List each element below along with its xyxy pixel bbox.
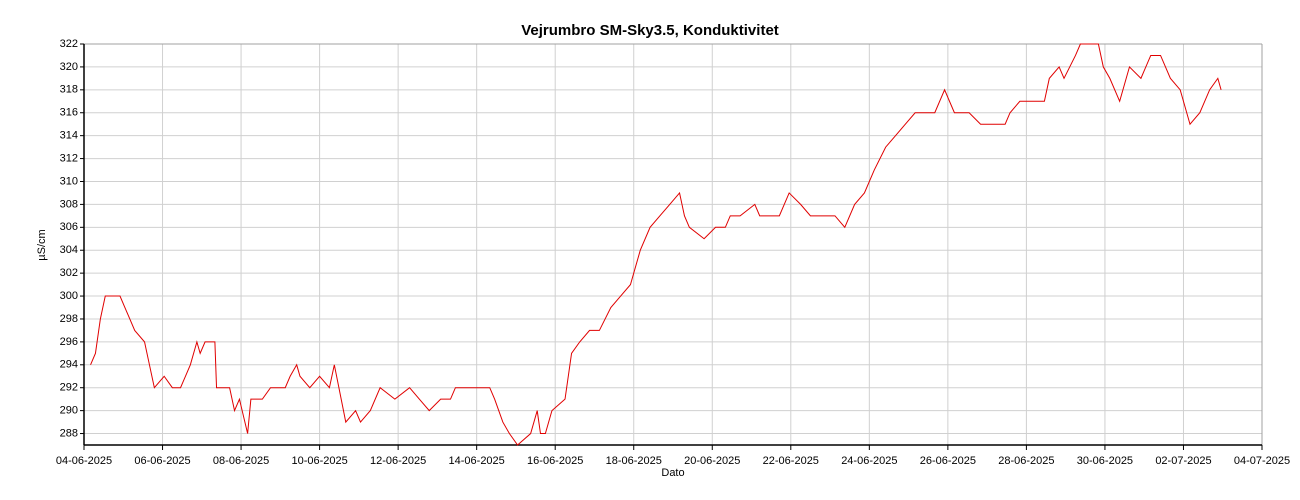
x-tick-label: 22-06-2025 [763,455,819,467]
y-tick-label: 318 [60,84,78,96]
x-tick-label: 28-06-2025 [998,455,1054,467]
y-tick-label: 302 [60,267,78,279]
y-tick-label: 306 [60,221,78,233]
x-tick-label: 10-06-2025 [291,455,347,467]
y-tick-label: 296 [60,336,78,348]
y-tick-label: 300 [60,290,78,302]
y-axis-label: µS/cm [36,229,48,260]
y-tick-label: 288 [60,427,78,439]
data-line [90,43,1222,446]
y-tick-label: 292 [60,382,78,394]
chart-title: Vejrumbro SM-Sky3.5, Konduktivitet [521,22,779,39]
x-tick-label: 20-06-2025 [684,455,740,467]
x-tick-label: 04-07-2025 [1234,455,1290,467]
y-tick-label: 290 [60,405,78,417]
x-tick-label: 24-06-2025 [841,455,897,467]
x-tick-label: 30-06-2025 [1077,455,1133,467]
y-tick-label: 320 [60,61,78,73]
y-tick-label: 310 [60,175,78,187]
y-tick-label: 312 [60,152,78,164]
y-tick-label: 316 [60,107,78,119]
y-tick-label: 322 [60,38,78,50]
x-tick-label: 16-06-2025 [527,455,583,467]
x-tick-label: 26-06-2025 [920,455,976,467]
x-tick-label: 18-06-2025 [606,455,662,467]
x-tick-label: 14-06-2025 [449,455,505,467]
y-tick-label: 304 [60,244,78,256]
y-tick-label: 308 [60,198,78,210]
y-tick-label: 298 [60,313,78,325]
y-tick-label: 314 [60,130,78,142]
x-tick-label: 12-06-2025 [370,455,426,467]
y-tick-label: 294 [60,359,78,371]
x-tick-label: 08-06-2025 [213,455,269,467]
x-tick-label: 04-06-2025 [56,455,112,467]
x-axis-label: Dato [661,467,684,479]
x-tick-label: 02-07-2025 [1155,455,1211,467]
x-tick-label: 06-06-2025 [134,455,190,467]
